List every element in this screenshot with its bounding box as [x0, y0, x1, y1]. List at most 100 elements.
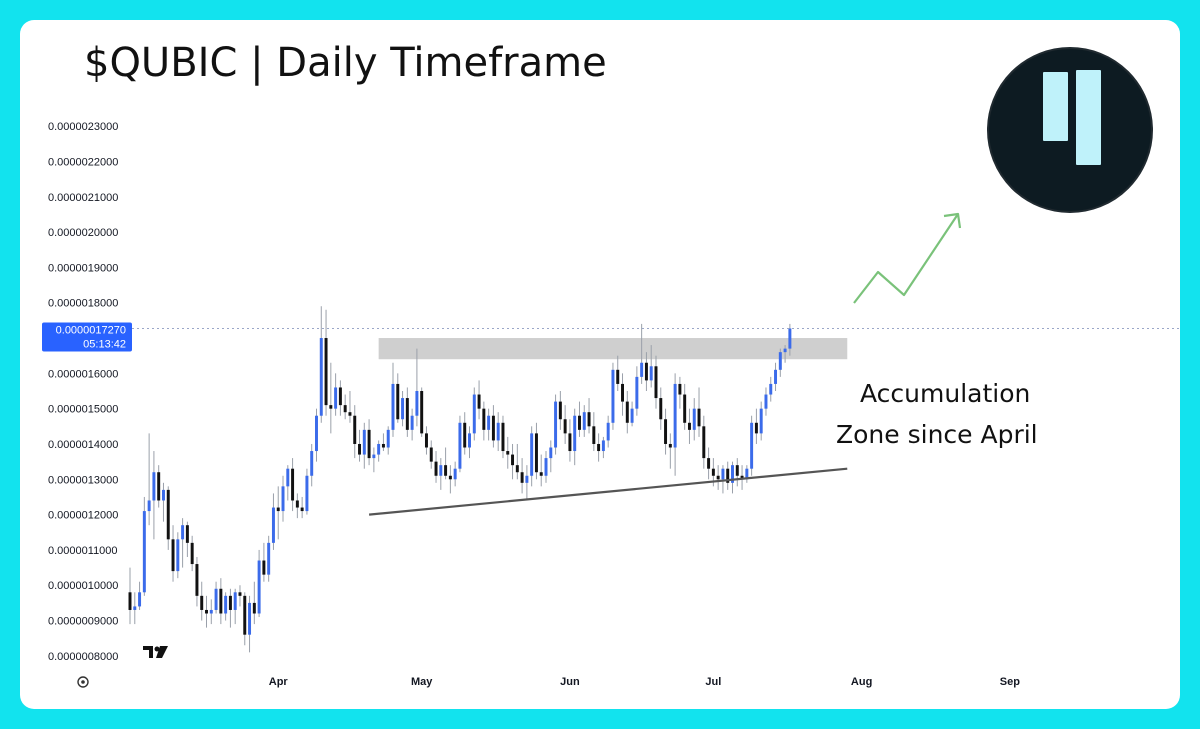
price-chart[interactable]: $QUBIC | Daily Timeframe 0.0000023000 0.0… — [20, 20, 1180, 709]
candle-down — [726, 461, 730, 490]
candle-down — [243, 592, 247, 646]
candle-body — [410, 415, 414, 430]
candle-body — [161, 489, 165, 501]
candle-up — [453, 461, 457, 487]
candle-body — [276, 507, 280, 512]
x-tick-label: Jul — [705, 676, 721, 688]
candle-body — [683, 394, 687, 423]
candle-down — [716, 465, 720, 490]
candle-down — [405, 387, 409, 437]
candle-down — [262, 542, 266, 582]
candle-body — [133, 606, 137, 610]
candle-down — [707, 447, 711, 480]
candle-body — [539, 472, 543, 476]
candle-body — [477, 394, 481, 409]
candle-up — [487, 408, 491, 441]
candle-body — [195, 564, 199, 596]
candle-up — [525, 465, 529, 501]
candle-body — [740, 475, 744, 480]
candle-up — [133, 592, 137, 625]
candle-body — [128, 592, 132, 610]
candle-up — [673, 373, 677, 476]
projection-arrow — [853, 212, 962, 304]
candle-down — [592, 412, 596, 452]
candle-up — [161, 482, 165, 522]
candle-body — [391, 383, 395, 430]
candle-up — [248, 595, 252, 653]
candle-body — [735, 465, 739, 476]
candle-body — [592, 426, 596, 444]
candle-body — [185, 525, 189, 543]
candle-body — [769, 383, 773, 395]
candle-body — [205, 609, 208, 614]
y-tick-label: 0.0000009000 — [48, 616, 118, 628]
candle-down — [343, 394, 347, 420]
candle-up — [267, 535, 271, 582]
gear-icon[interactable] — [77, 676, 89, 688]
chart-card: $QUBIC | Daily Timeframe 0.0000023000 0.0… — [20, 20, 1180, 709]
candle-body — [319, 338, 323, 416]
candle-down — [539, 454, 543, 487]
candle-up — [640, 323, 644, 384]
candle-up — [181, 518, 185, 568]
candle-down — [678, 376, 682, 409]
candle-up — [362, 422, 366, 469]
candle-down — [444, 447, 448, 480]
candle-body — [405, 398, 409, 430]
candle-down — [735, 458, 739, 487]
candle-body — [386, 429, 390, 448]
candle-body — [281, 486, 285, 512]
candle-body — [448, 475, 452, 480]
candle-down — [171, 525, 175, 582]
candle-body — [142, 511, 146, 593]
candle-body — [453, 468, 457, 480]
candle-body — [621, 383, 625, 402]
candle-down — [702, 415, 706, 469]
chart-title: $QUBIC | Daily Timeframe — [84, 40, 607, 86]
candle-body — [219, 588, 223, 614]
candle-body — [147, 500, 151, 512]
candle-down — [654, 355, 658, 409]
candle-up — [458, 415, 462, 473]
annotation-line-1: Accumulation — [860, 379, 1030, 408]
candle-down — [324, 309, 328, 416]
candle-up — [496, 412, 500, 452]
candle-up — [415, 348, 419, 427]
candle-body — [233, 592, 237, 610]
candle-up — [257, 549, 261, 618]
candle-body — [525, 475, 529, 483]
x-tick-label: Jun — [560, 676, 580, 688]
candle-body — [707, 458, 711, 469]
y-tick-label: 0.0000011000 — [48, 545, 118, 557]
candle-body — [788, 328, 792, 349]
candle-body — [635, 376, 639, 409]
candle-up — [377, 440, 381, 462]
candle-up — [549, 440, 553, 473]
candle-body — [573, 415, 577, 452]
candle-body — [286, 468, 290, 487]
candle-down — [683, 383, 687, 430]
x-axis: Apr May Jun Jul Aug Sep — [269, 676, 1020, 688]
y-tick-label: 0.0000014000 — [48, 439, 118, 451]
candle-body — [252, 602, 256, 614]
candle-body — [511, 454, 515, 466]
candle-down — [329, 362, 333, 434]
candle-body — [157, 472, 161, 501]
candle-body — [362, 429, 366, 455]
candle-body — [343, 405, 347, 413]
candle-body — [678, 383, 682, 395]
candle-body — [238, 592, 242, 596]
candle-body — [305, 475, 309, 512]
candle-up — [233, 588, 237, 625]
candle-up — [692, 398, 696, 441]
candle-up — [138, 581, 142, 610]
candle-body — [702, 426, 706, 459]
y-tick-label: 0.0000023000 — [48, 121, 118, 133]
candle-up — [286, 465, 290, 501]
candle-body — [582, 412, 586, 430]
annotation-line-2: Zone since April — [836, 420, 1038, 449]
y-tick-label: 0.0000015000 — [48, 404, 118, 416]
tradingview-watermark — [143, 646, 168, 658]
watermark-dot — [154, 646, 160, 652]
candle-down — [616, 355, 620, 391]
